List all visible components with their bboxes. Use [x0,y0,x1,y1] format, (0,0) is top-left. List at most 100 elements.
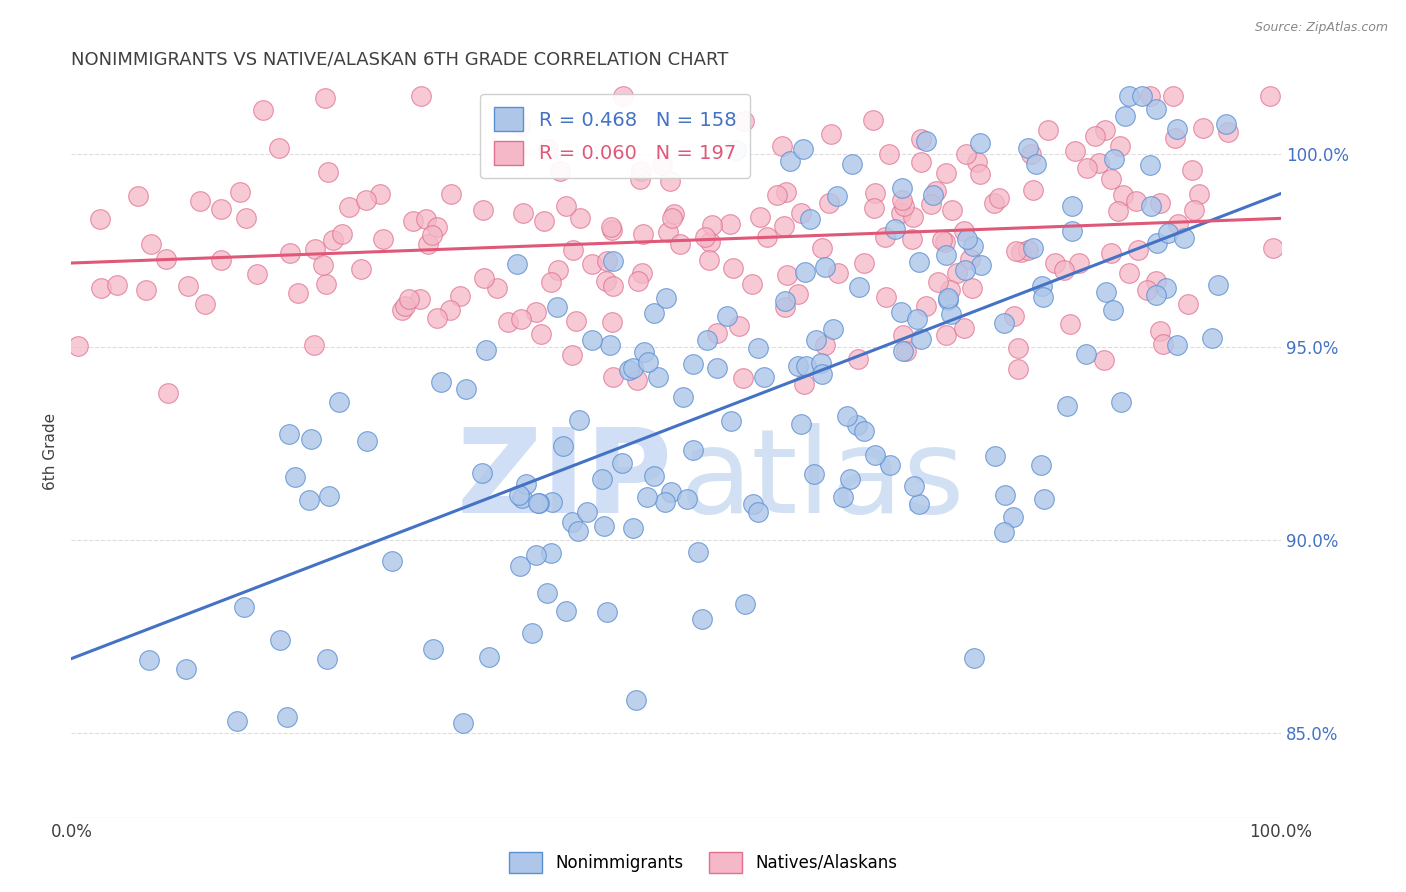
Point [838,472,860,486]
Point [440,187,463,202]
Point [927,275,949,289]
Point [827,266,849,280]
Point [1069,256,1091,270]
Point [564,314,586,328]
Point [915,135,938,149]
Point [1007,362,1029,376]
Point [368,187,391,202]
Point [508,488,530,502]
Point [1102,302,1125,317]
Point [1074,346,1097,360]
Point [612,88,634,103]
Point [969,136,991,150]
Point [209,202,232,216]
Point [953,224,976,238]
Point [647,370,669,384]
Point [471,466,494,480]
Point [1144,103,1167,117]
Point [1166,121,1188,136]
Point [936,291,959,305]
Point [922,188,945,202]
Point [793,377,815,392]
Point [983,196,1005,211]
Point [813,260,835,274]
Point [734,114,756,128]
Point [1029,458,1052,472]
Point [299,432,322,446]
Point [530,326,553,341]
Point [394,299,416,313]
Point [1118,266,1140,280]
Point [619,363,641,377]
Point [67,339,90,353]
Point [276,710,298,724]
Point [426,220,449,235]
Point [896,343,918,358]
Point [599,338,621,352]
Point [827,188,849,202]
Point [766,188,789,202]
Point [1144,288,1167,302]
Point [862,112,884,127]
Point [330,227,353,242]
Text: Source: ZipAtlas.com: Source: ZipAtlas.com [1254,21,1388,34]
Point [510,311,533,326]
Point [890,206,912,220]
Point [602,253,624,268]
Point [1056,400,1078,414]
Point [232,599,254,614]
Point [278,426,301,441]
Point [316,165,339,179]
Text: atlas: atlas [679,423,965,538]
Point [602,279,624,293]
Point [591,472,613,486]
Point [1017,140,1039,154]
Point [910,332,932,346]
Point [322,233,344,247]
Point [328,395,350,409]
Point [1095,285,1118,300]
Point [561,515,583,529]
Point [1114,109,1136,123]
Point [1191,121,1213,136]
Point [720,414,742,428]
Point [1045,255,1067,269]
Point [1038,123,1060,137]
Point [439,302,461,317]
Point [1017,244,1039,258]
Point [695,230,717,244]
Point [1181,163,1204,178]
Point [1215,117,1237,131]
Point [1022,183,1045,197]
Point [900,232,922,246]
Point [820,128,842,142]
Point [354,193,377,207]
Point [287,285,309,300]
Point [600,223,623,237]
Point [741,277,763,291]
Point [1076,161,1098,175]
Point [411,88,433,103]
Legend: R = 0.468   N = 158, R = 0.060   N = 197: R = 0.468 N = 158, R = 0.060 N = 197 [481,94,749,178]
Point [1188,186,1211,201]
Point [863,186,886,201]
Point [527,496,550,510]
Point [524,305,547,319]
Point [568,413,591,427]
Point [853,256,876,270]
Point [893,199,915,213]
Point [209,253,232,268]
Point [626,693,648,707]
Point [963,651,986,665]
Point [662,207,685,221]
Text: ZIP: ZIP [457,423,672,538]
Point [747,341,769,355]
Point [907,255,929,269]
Point [682,443,704,458]
Point [955,262,977,277]
Point [312,258,335,272]
Point [1059,317,1081,331]
Point [314,91,336,105]
Point [540,545,562,559]
Point [636,490,658,504]
